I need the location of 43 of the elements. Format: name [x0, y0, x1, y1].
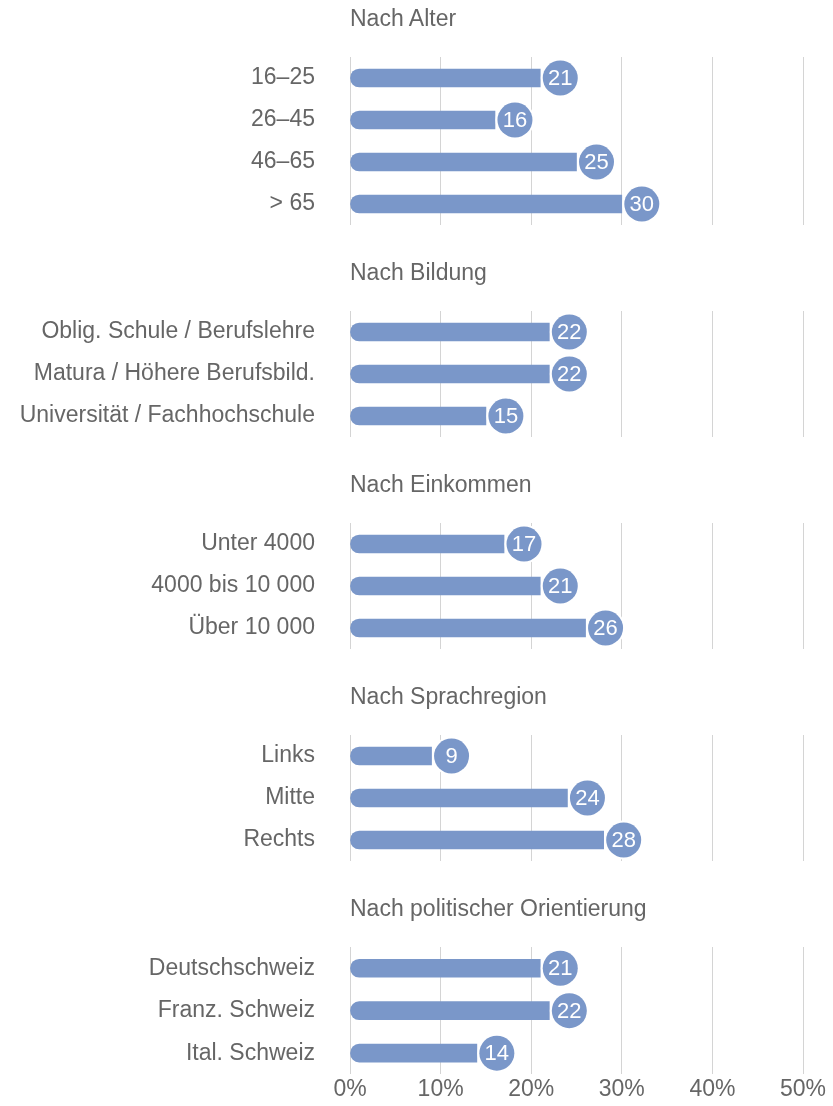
data-label: 21	[548, 955, 573, 981]
y-tick-label: Links	[261, 741, 315, 768]
data-label: 28	[611, 827, 636, 853]
data-label: 24	[575, 785, 600, 811]
x-tick-label: 50%	[779, 1074, 827, 1101]
chart-title: Nach Alter	[350, 5, 457, 32]
y-tick-label: Mitte	[265, 783, 315, 810]
data-label: 21	[548, 65, 573, 91]
y-tick-label: Deutschschweiz	[148, 953, 315, 980]
data-label: 21	[548, 573, 573, 599]
y-tick-label: 16–25	[251, 63, 315, 90]
data-label: 22	[557, 361, 582, 387]
data-label: 22	[557, 997, 582, 1023]
y-tick-label: > 65	[269, 189, 315, 216]
data-label: 17	[511, 531, 537, 557]
y-tick-label: Oblig. Schule / Berufslehre	[41, 317, 315, 344]
data-label: 25	[584, 149, 609, 175]
y-tick-label: 26–45	[251, 105, 315, 132]
y-tick-label: Rechts	[243, 825, 315, 852]
data-label: 22	[557, 319, 582, 345]
y-tick-label: Franz. Schweiz	[157, 996, 315, 1023]
y-tick-label: Matura / Höhere Berufsbild.	[33, 359, 315, 386]
y-tick-label: 4000 bis 10 000	[151, 571, 315, 598]
data-label: 14	[484, 1040, 510, 1066]
y-tick-label: Über 10 000	[188, 613, 315, 640]
x-tick-label: 40%	[689, 1074, 736, 1101]
data-label: 15	[493, 403, 519, 429]
chart-title: Nach politischer Orientierung	[350, 895, 647, 922]
chart-title: Nach Einkommen	[350, 471, 532, 498]
x-tick-label: 10%	[417, 1074, 464, 1101]
chart-title: Nach Bildung	[350, 259, 487, 286]
chart-title: Nach Sprachregion	[350, 683, 547, 710]
data-label: 9	[445, 743, 458, 769]
y-tick-label: Universität / Fachhochschule	[19, 401, 315, 428]
y-tick-label: Unter 4000	[201, 529, 315, 556]
data-label: 16	[502, 107, 528, 133]
y-tick-label: Ital. Schweiz	[185, 1038, 315, 1065]
x-tick-label: 0%	[333, 1074, 367, 1101]
data-label: 30	[629, 191, 655, 217]
y-tick-label: 46–65	[251, 147, 315, 174]
x-tick-label: 20%	[508, 1074, 555, 1101]
data-label: 26	[593, 615, 618, 641]
x-tick-label: 30%	[598, 1074, 645, 1101]
